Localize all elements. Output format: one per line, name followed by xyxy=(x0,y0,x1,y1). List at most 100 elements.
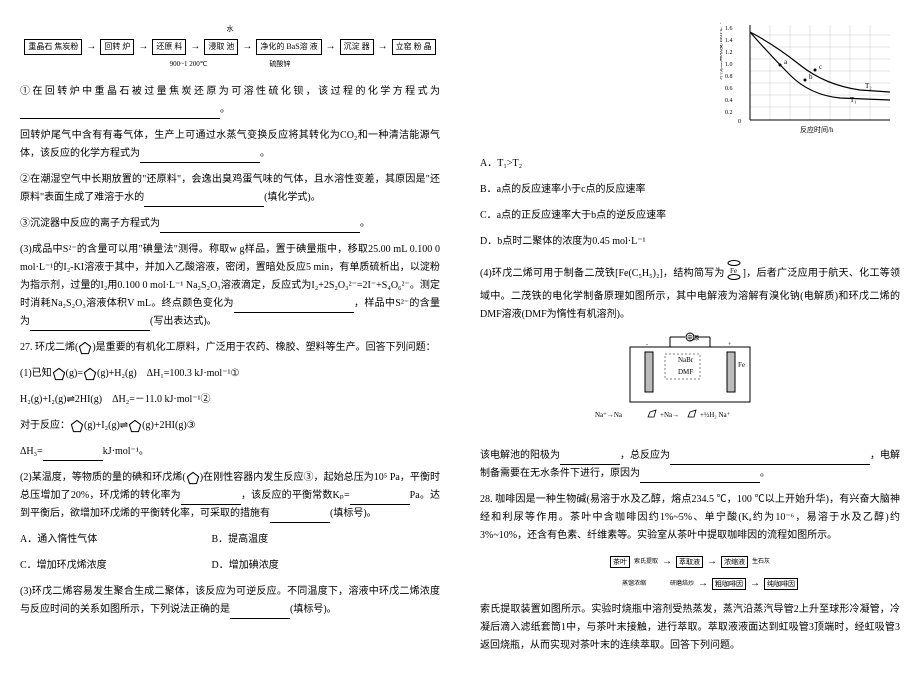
q4c-text: 该电解池的阳极为 xyxy=(480,450,560,461)
flow28-label-2: 研磨焙炒 xyxy=(670,579,694,590)
q28-text: 28. 咖啡因是一种生物碱(易溶于水及乙醇，熔点234.5 ℃，100 ℃以上开… xyxy=(480,494,900,541)
arrow-icon: → xyxy=(707,553,717,571)
pentagon-icon xyxy=(52,367,66,381)
blank xyxy=(560,452,620,465)
flow28-label-1: 蒸馏浓缩 xyxy=(622,579,646,590)
arrow-icon: → xyxy=(698,575,708,593)
svg-text:+½H₂ Na⁺: +½H₂ Na⁺ xyxy=(700,411,731,419)
option-d: D．增加碘浓度 xyxy=(212,557,401,575)
flow-item-0: 重晶石 焦炭粉 xyxy=(24,39,82,55)
svg-text:b: b xyxy=(809,73,813,81)
r-option-d: D．b点时二聚体的浓度为0.45 mol·L⁻¹ xyxy=(480,236,646,247)
r-option-b: B．a点的反应速率小于c点的反应速率 xyxy=(480,184,646,195)
q27-intro: 27. 环戊二烯( xyxy=(20,342,78,353)
svg-text:1.6: 1.6 xyxy=(725,26,733,32)
q27-1b: (g)= xyxy=(66,368,83,379)
svg-text:Na⁺→Na: Na⁺→Na xyxy=(595,411,623,419)
flow28-3: 浓缩液 xyxy=(721,556,748,568)
flow28-4: 生石灰 xyxy=(752,557,770,568)
blank xyxy=(43,448,103,461)
arrow-icon: → xyxy=(86,38,96,56)
q2-note: (填化学式)。 xyxy=(264,192,321,203)
blank xyxy=(30,318,150,331)
extraction-flow: 茶叶 索氏提取 → 萃取液 → 浓缩液 生石灰 蒸馏浓缩 研磨焙炒 → 粗咖啡因… xyxy=(480,553,900,593)
pentagon-icon xyxy=(186,471,200,485)
temp-label: 900~1 200℃ xyxy=(170,60,208,68)
q27-1e: 对于反应： xyxy=(20,420,70,431)
flow28-0: 茶叶 xyxy=(610,556,630,568)
blank xyxy=(144,194,264,207)
blank xyxy=(140,150,260,163)
flow-item-1: 回转 炉 xyxy=(100,39,134,55)
svg-text:0.8: 0.8 xyxy=(725,74,733,80)
svg-text:NaBr: NaBr xyxy=(678,356,694,364)
blank xyxy=(234,300,354,313)
flow28-2: 萃取液 xyxy=(676,556,703,568)
r-option-c: C．a点的正反应速率大于b点的逆反应速率 xyxy=(480,210,666,221)
flow-item-4: 净化的 BaS溶 液 xyxy=(256,39,321,55)
q27-intro2: )是重要的有机化工原料，广泛用于农药、橡胶、塑料等生产。回答下列问题： xyxy=(92,342,435,353)
svg-text:1.2: 1.2 xyxy=(725,50,733,56)
blank xyxy=(270,510,330,523)
q27-1g: (g)+2HI(g)③ xyxy=(142,420,195,431)
arrow-icon: → xyxy=(242,38,252,56)
option-b: B．提高温度 xyxy=(212,531,401,549)
ferrocene-icon: Fe xyxy=(725,259,743,288)
svg-text:0.2: 0.2 xyxy=(725,110,733,116)
svg-text:Fe: Fe xyxy=(730,267,737,275)
pentagon-icon xyxy=(78,341,92,355)
flow-top-label: 水 xyxy=(227,23,234,36)
pentagon-icon xyxy=(83,367,97,381)
svg-text:0.4: 0.4 xyxy=(725,98,733,104)
blank xyxy=(160,220,360,233)
svg-text:DMF: DMF xyxy=(678,368,693,376)
q27-1h: ΔH₃= xyxy=(20,446,43,457)
q27-2e: (填标号)。 xyxy=(330,508,377,519)
option-a: A．通入惰性气体 xyxy=(20,531,209,549)
q27-1i: kJ·mol⁻¹。 xyxy=(103,446,149,457)
pentagon-icon xyxy=(128,419,142,433)
curve-t1: T₁ xyxy=(850,96,857,104)
pentagon-icon xyxy=(70,419,84,433)
q1-text: ①在回转炉中重晶石被过量焦炭还原为可溶性硫化钡，该过程的化学方程式为 xyxy=(20,86,440,97)
blank xyxy=(181,492,241,505)
flow-item-2: 还原 料 xyxy=(152,39,186,55)
process-flow-diagram: 水 重晶石 焦炭粉 → 回转 炉 → 还原 料 → 浸取 池 → 净化的 BaS… xyxy=(20,20,440,71)
q27-1d: H₂(g)+I₂(g)⇌2HI(g) ΔH₂=－11.0 kJ·mol⁻¹② xyxy=(20,394,211,405)
flow28-label-3: 纯咖啡因 xyxy=(764,578,798,590)
r-option-a: A．T₁>T₂ xyxy=(480,158,522,169)
flow28-5: 粗咖啡因 xyxy=(712,578,746,590)
svg-text:1.4: 1.4 xyxy=(725,38,733,44)
q4-text: (4)环戊二烯可用于制备二茂铁[Fe(C₅H₅)₂]，结构简写为 xyxy=(480,268,725,279)
svg-text:1.0: 1.0 xyxy=(725,62,733,68)
blank xyxy=(350,492,410,505)
q27-2: (2)某温度，等物质的量的碘和环戊烯( xyxy=(20,472,186,483)
svg-text:反应时间/h: 反应时间/h xyxy=(800,125,834,134)
q27-1a: (1)已知 xyxy=(20,368,52,379)
bottom-label: 硫酸锌 xyxy=(269,60,290,68)
q27-1c: (g)+H₂(g) ΔH₁=100.3 kJ·mol⁻¹① xyxy=(97,368,239,379)
blank xyxy=(640,470,760,483)
q27-1f: (g)+I₂(g)⇌ xyxy=(84,420,128,431)
q3-text: ③沉淀器中反应的离子方程式为 xyxy=(20,218,160,229)
svg-text:-: - xyxy=(646,342,648,348)
flow-item-5: 沉淀 器 xyxy=(340,39,374,55)
flow-item-6: 立窑 粉 晶 xyxy=(392,39,436,55)
svg-text:电源: 电源 xyxy=(687,334,699,342)
q28b-text: 索氏提取装置如图所示。实验时烧瓶中溶剂受热蒸发，蒸汽沿蒸汽导管2上升至球形冷凝管… xyxy=(480,604,900,651)
q27-2c: ，该反应的平衡常数Kₚ= xyxy=(241,490,350,501)
svg-text:0: 0 xyxy=(738,119,741,125)
flow-item-3: 浸取 池 xyxy=(204,39,238,55)
q27-3b: (填标号)。 xyxy=(290,604,337,615)
svg-text:c: c xyxy=(819,63,822,71)
arrow-icon: → xyxy=(326,38,336,56)
concentration-chart: a b c T₁ T₂ 1.61.4 1.21.0 0.80.6 0.40.2 … xyxy=(480,20,900,147)
arrow-icon: → xyxy=(378,38,388,56)
blank xyxy=(230,606,290,619)
arrow-icon: → xyxy=(138,38,148,56)
arrow-icon: → xyxy=(190,38,200,56)
svg-text:+Na→: +Na→ xyxy=(660,411,679,419)
blank xyxy=(20,106,220,119)
q4d-text: ，总反应为 xyxy=(620,450,670,461)
option-c: C．增加环戊烯浓度 xyxy=(20,557,209,575)
